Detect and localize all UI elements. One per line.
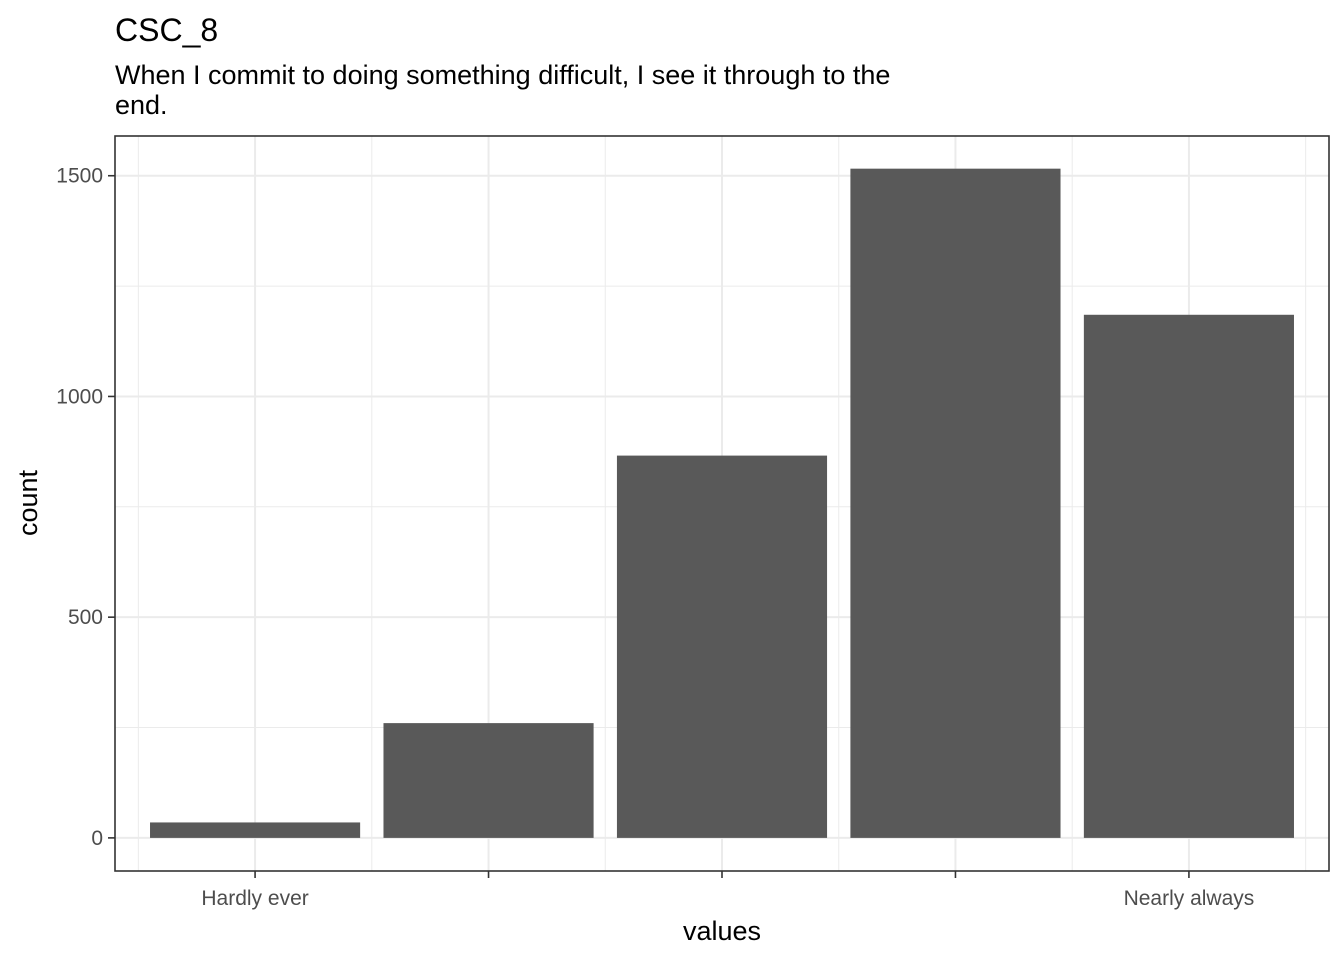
y-tick-label: 1500: [56, 165, 103, 188]
chart-title: CSC_8: [115, 12, 218, 48]
bar: [850, 168, 1061, 838]
y-tick-label: 0: [91, 827, 103, 850]
y-tick-label: 1000: [56, 385, 103, 408]
bar: [150, 822, 361, 838]
y-tick-label: 500: [68, 606, 103, 629]
bars: [150, 168, 1294, 838]
bar: [383, 723, 594, 838]
x-axis-title: values: [683, 916, 761, 946]
axes: 0 500 1000 1500 Hardly ever Nearly always: [56, 165, 1254, 910]
chart-subtitle-line-2: end.: [115, 90, 168, 120]
chart-subtitle-line-1: When I commit to doing something difficu…: [115, 60, 890, 90]
bar: [1083, 314, 1294, 838]
bar: [616, 455, 828, 838]
x-tick-label: Nearly always: [1124, 887, 1255, 910]
x-tick-label: Hardly ever: [201, 887, 308, 910]
y-axis-title: count: [13, 469, 43, 536]
